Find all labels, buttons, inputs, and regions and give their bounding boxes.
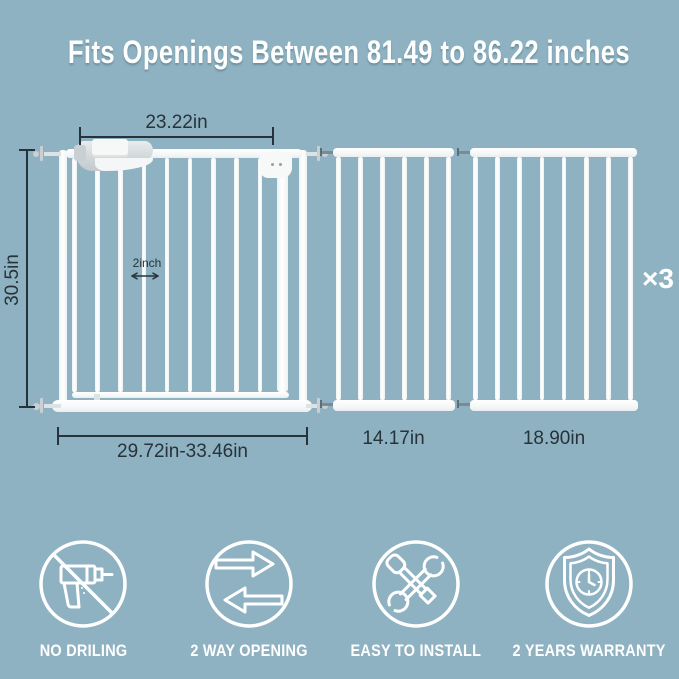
dim-label-height: 30.5in <box>2 254 23 306</box>
connector-peg <box>322 151 333 154</box>
two-way-opening-icon <box>205 540 294 628</box>
extension-bars <box>336 157 451 400</box>
gate-door-stile <box>277 158 288 392</box>
gate-frame-post-right <box>299 150 307 412</box>
feature-easy-to-install: EASY TO INSTALL <box>333 538 499 661</box>
gate-door-bottom-rail <box>72 392 289 398</box>
gate-frame-post-left <box>59 150 67 412</box>
feature-two-way-opening: 2 WAY OPENING <box>166 538 332 661</box>
feature-warranty: 2 YEARS WARRANTY <box>499 538 679 661</box>
gate-top-rail <box>66 149 302 158</box>
connector-peg <box>459 403 470 406</box>
bar-gap-arrow-icon <box>131 272 159 280</box>
gate-bottom-bar <box>52 400 312 412</box>
feature-label: EASY TO INSTALL <box>350 641 481 660</box>
gate-hinge-pin <box>94 394 100 402</box>
connector-peg <box>322 403 333 406</box>
dim-label-bottom-width: 29.72in-33.46in <box>117 441 248 462</box>
feature-label: 2 YEARS WARRANTY <box>512 641 666 660</box>
no-drilling-icon <box>39 540 127 628</box>
feature-label: NO DRILING <box>39 641 127 660</box>
dim-label-extension-small: 14.17in <box>362 428 425 449</box>
easy-to-install-icon <box>371 540 460 628</box>
page-title: Fits Openings Between 81.49 to 86.22 inc… <box>67 34 630 70</box>
dim-label-bar-gap: 2inch <box>132 256 162 270</box>
connector-peg <box>459 151 470 154</box>
feature-row: NO DRILING 2 WAY OPENING <box>0 538 679 661</box>
warranty-shield-icon <box>545 540 633 628</box>
dim-label-top-width: 23.22in <box>145 112 208 133</box>
multiplier-label: ×3 <box>642 263 674 294</box>
feature-no-drilling: NO DRILING <box>0 538 166 661</box>
feature-label: 2 WAY OPENING <box>190 641 309 660</box>
gate-bars <box>72 158 262 392</box>
extension-bars <box>473 157 633 400</box>
dim-label-extension-large: 18.90in <box>522 428 586 449</box>
